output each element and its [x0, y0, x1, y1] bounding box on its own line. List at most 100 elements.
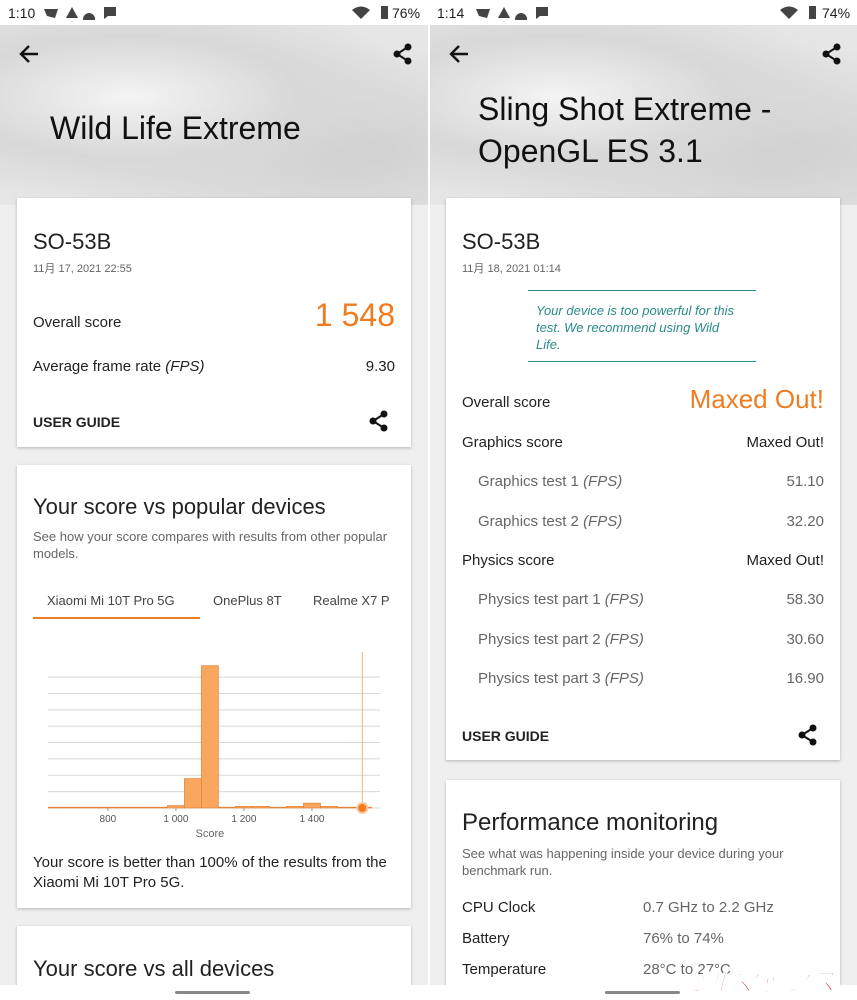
label: Physics score — [462, 551, 555, 569]
time: 1:14 — [437, 5, 465, 21]
tab[interactable]: Realme X7 P — [313, 593, 390, 608]
wifi-battery — [352, 6, 388, 19]
bar — [320, 806, 338, 809]
share-button[interactable] — [368, 410, 390, 432]
page-title: Sling Shot Extreme - OpenGL ES 3.1 — [478, 91, 772, 169]
row-value: 32.20 — [786, 512, 824, 530]
result-card: SO-53B 11月 17, 2021 22:55 Overall score … — [17, 198, 411, 447]
row-value: 16.90 — [786, 669, 824, 687]
card-title: Performance monitoring — [462, 809, 719, 836]
user-guide[interactable]: USER GUIDE — [33, 414, 121, 430]
row-value: 28°C to 27°C — [643, 961, 731, 978]
monitor-card: Performance monitoring See what was happ… — [446, 780, 840, 1000]
x-tick-label: 1 200 — [231, 814, 256, 825]
row-label: Graphics test 2 (FPS) — [478, 513, 622, 530]
overall-score: 1 548 — [314, 297, 395, 333]
row-value: Maxed Out! — [746, 551, 824, 569]
device-name: SO-53B — [33, 229, 112, 254]
fps-row: Average frame rate (FPS) — [33, 358, 204, 375]
row-label: Battery — [462, 930, 510, 947]
nav-bar — [0, 985, 428, 1000]
result-text: Your score is better than 100% of the re… — [33, 854, 387, 891]
row-label: Graphics test 1 (FPS) — [478, 473, 622, 490]
card-subtitle: See how your score compares with results… — [33, 529, 388, 561]
back-button[interactable] — [448, 43, 470, 65]
bar — [48, 806, 66, 809]
x-tick-label: 800 — [100, 814, 117, 825]
row-label: Graphics score — [462, 434, 563, 451]
row-value: 30.60 — [786, 630, 824, 648]
score-marker — [356, 802, 369, 814]
share-button[interactable] — [797, 724, 819, 746]
label: Graphics test 1 — [478, 473, 579, 491]
bar — [65, 806, 83, 809]
bar — [184, 778, 202, 809]
page-title: Wild Life Extreme — [50, 110, 301, 146]
histogram: 800 1 000 1 200 1 400 Score — [48, 652, 380, 840]
row-label: Physics test part 1 (FPS) — [478, 591, 644, 608]
status-icons — [44, 7, 116, 20]
label: Physics test part 2 — [478, 630, 601, 648]
tab-indicator — [33, 617, 200, 619]
left-screen: 1:10 76% Wild Life Extreme SO-53B 11月 17… — [0, 0, 428, 1000]
back-button[interactable] — [18, 43, 40, 65]
bar — [252, 806, 270, 809]
notice-box: Your device is too powerful for this tes… — [528, 290, 756, 362]
label: Physics test part 3 — [478, 669, 601, 687]
bar — [116, 806, 134, 809]
row-value: Maxed Out! — [746, 434, 824, 451]
status-icons — [476, 7, 548, 20]
header-image — [430, 25, 857, 205]
row-value: 51.10 — [786, 473, 824, 491]
device-name: SO-53B — [462, 229, 541, 254]
unit: (FPS) — [604, 630, 644, 648]
status-bar: 1:10 76% — [0, 0, 428, 25]
watermark: ガルマックス — [679, 967, 836, 998]
unit: (FPS) — [604, 669, 644, 687]
card-subtitle: See what was happening inside your devic… — [462, 846, 784, 878]
fps-value: 9.30 — [365, 358, 395, 375]
overall-label: Overall score — [33, 314, 122, 331]
row-value: 58.30 — [786, 591, 824, 609]
label: Graphics test 2 — [478, 512, 579, 530]
result-card: SO-53B 11月 18, 2021 01:14 Your device is… — [446, 198, 840, 760]
fps-label: Average frame rate — [33, 358, 162, 375]
bar — [218, 806, 236, 809]
overall-score: Maxed Out! — [689, 384, 824, 414]
row-value: 0.7 GHz to 2.2 GHz — [643, 899, 774, 916]
unit: (FPS) — [583, 473, 623, 491]
label: Physics test part 1 — [478, 591, 601, 609]
tab[interactable]: Xiaomi Mi 10T Pro 5G — [47, 593, 175, 608]
x-tick-label: 1 400 — [299, 814, 324, 825]
nav-bar — [430, 985, 857, 1000]
row-label: Temperature — [462, 961, 547, 978]
share-button[interactable] — [821, 43, 843, 65]
row-label: CPU Clock — [462, 899, 536, 916]
row-label: Physics test part 3 (FPS) — [478, 670, 644, 687]
date: 11月 18, 2021 01:14 — [462, 263, 561, 275]
row-label: Physics test part 2 (FPS) — [478, 631, 644, 648]
battery: 76% — [392, 5, 421, 21]
card-title: Your score vs popular devices — [33, 494, 326, 519]
tab[interactable]: OnePlus 8T — [213, 593, 282, 608]
bar — [82, 806, 100, 809]
unit: (FPS) — [583, 512, 623, 530]
bar — [167, 805, 185, 809]
bar — [235, 806, 253, 809]
status-bar: 1:14 74% — [430, 0, 857, 25]
header-image — [0, 25, 428, 205]
right-screen: 1:14 74% Sling Shot Extreme - OpenGL ES … — [430, 0, 857, 1000]
time: 1:10 — [8, 5, 36, 21]
overall-label: Overall score — [462, 394, 551, 411]
bar — [150, 806, 168, 809]
wifi-battery — [780, 6, 816, 19]
user-guide[interactable]: USER GUIDE — [462, 728, 550, 744]
notice: Your device is too powerful for this tes… — [536, 303, 734, 352]
bar — [337, 806, 355, 809]
bar — [269, 806, 287, 809]
label: Graphics score — [462, 434, 563, 451]
share-button[interactable] — [392, 43, 414, 65]
bar — [303, 802, 321, 809]
bar — [201, 665, 219, 809]
